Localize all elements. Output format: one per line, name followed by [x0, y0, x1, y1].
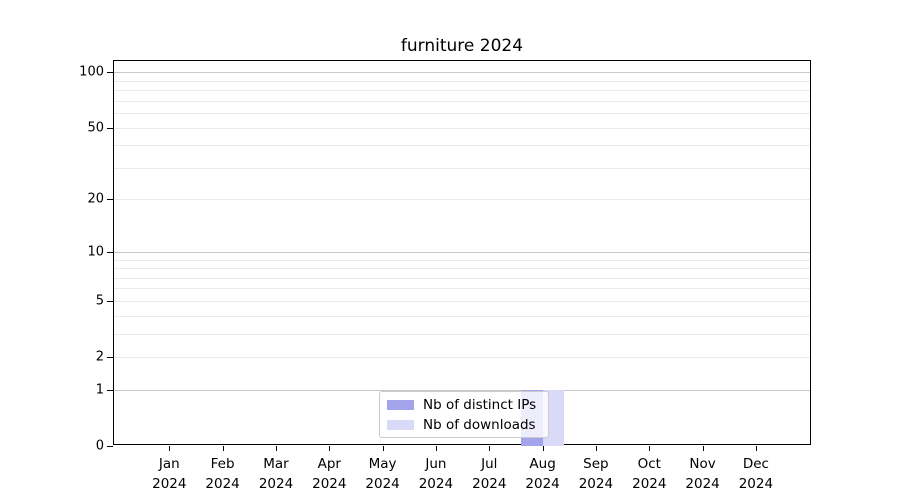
minor-gridline-70: [114, 100, 810, 102]
x-tick-label-sep: Sep 2024: [578, 456, 614, 492]
plot-area: 0 1 2 5 10 20 50 100 Jan 2024 Feb 2024 Mar 2024 Apr 202…: [79, 60, 811, 492]
x-tick-mark-dec: [755, 446, 757, 451]
minor-gridline-50: [114, 127, 810, 129]
y-tick-label-1: 1: [95, 382, 104, 398]
legend-entry-distinct-ips: Nb of distinct IPs: [387, 397, 541, 413]
minor-gridline-7: [114, 277, 810, 279]
y-tick-label-2: 2: [95, 349, 104, 365]
y-tick-label-0: 0: [95, 438, 104, 454]
x-tick-label-dec: Dec 2024: [738, 456, 774, 492]
legend-label-distinct-ips: Nb of distinct IPs: [423, 396, 537, 413]
x-tick-label-oct: Oct 2024: [632, 456, 667, 492]
chart-title: furniture 2024: [400, 36, 524, 56]
x-tick-label-mar: Mar 2024: [258, 456, 294, 492]
y-tick-mark-1: [107, 389, 113, 391]
x-tick-label-jan: Jan 2024: [152, 456, 187, 492]
minor-gridline-60: [114, 113, 810, 115]
x-tick-mark-may: [382, 446, 384, 451]
y-tick-label-100: 100: [79, 64, 104, 80]
y-tick-mark-100: [107, 72, 113, 74]
y-tick-label-5: 5: [95, 293, 104, 309]
legend-label-downloads: Nb of downloads: [423, 416, 536, 433]
major-gridline-10: [114, 251, 810, 253]
minor-gridline-9: [114, 259, 810, 261]
x-tick-mark-oct: [649, 446, 651, 451]
y-tick-mark-5: [107, 300, 113, 302]
minor-gridline-40: [114, 145, 810, 147]
minor-gridline-30: [114, 167, 810, 169]
y-tick-mark-50: [107, 127, 113, 129]
x-tick-label-nov: Nov 2024: [685, 456, 720, 492]
minor-gridline-20: [114, 199, 810, 201]
minor-gridline-4: [114, 315, 810, 317]
legend-entry-downloads: Nb of downloads: [387, 417, 541, 433]
x-tick-label-may: May 2024: [365, 456, 400, 492]
legend: Nb of distinct IPs Nb of downloads: [379, 391, 549, 438]
x-tick-mark-mar: [276, 446, 277, 451]
x-tick-mark-feb: [222, 446, 224, 451]
x-tick-label-jul: Jul 2024: [472, 456, 507, 492]
y-tick-mark-20: [107, 199, 113, 201]
minor-gridline-90: [114, 80, 810, 82]
x-tick-label-apr: Apr 2024: [312, 456, 347, 492]
x-tick-mark-jan: [169, 446, 171, 451]
major-gridline-100: [114, 72, 810, 74]
y-tick-label-50: 50: [87, 120, 104, 136]
x-tick-label-feb: Feb 2024: [205, 456, 240, 492]
x-tick-mark-jun: [435, 446, 437, 451]
legend-swatch-downloads: [387, 419, 414, 430]
x-tick-mark-nov: [702, 446, 704, 451]
x-tick-mark-sep: [595, 446, 597, 451]
minor-gridline-5: [114, 300, 810, 302]
minor-gridline-80: [114, 90, 810, 92]
x-tick-mark-apr: [329, 446, 331, 451]
x-tick-mark-aug: [542, 446, 544, 451]
x-tick-label-jun: Jun 2024: [418, 456, 454, 492]
minor-gridline-6: [114, 288, 810, 290]
legend-swatch-distinct-ips: [387, 399, 414, 410]
y-tick-label-10: 10: [87, 244, 104, 260]
x-tick-label-aug: Aug 2024: [525, 456, 560, 492]
minor-gridline-8: [114, 268, 810, 269]
x-tick-mark-jul: [489, 446, 491, 451]
minor-gridline-3: [114, 333, 810, 335]
y-tick-label-20: 20: [87, 191, 104, 207]
minor-gridline-2: [114, 357, 810, 358]
major-gridline-1: [114, 389, 810, 391]
y-tick-mark-10: [107, 251, 113, 253]
y-tick-mark-2: [107, 357, 113, 358]
y-tick-mark-0: [107, 446, 113, 447]
